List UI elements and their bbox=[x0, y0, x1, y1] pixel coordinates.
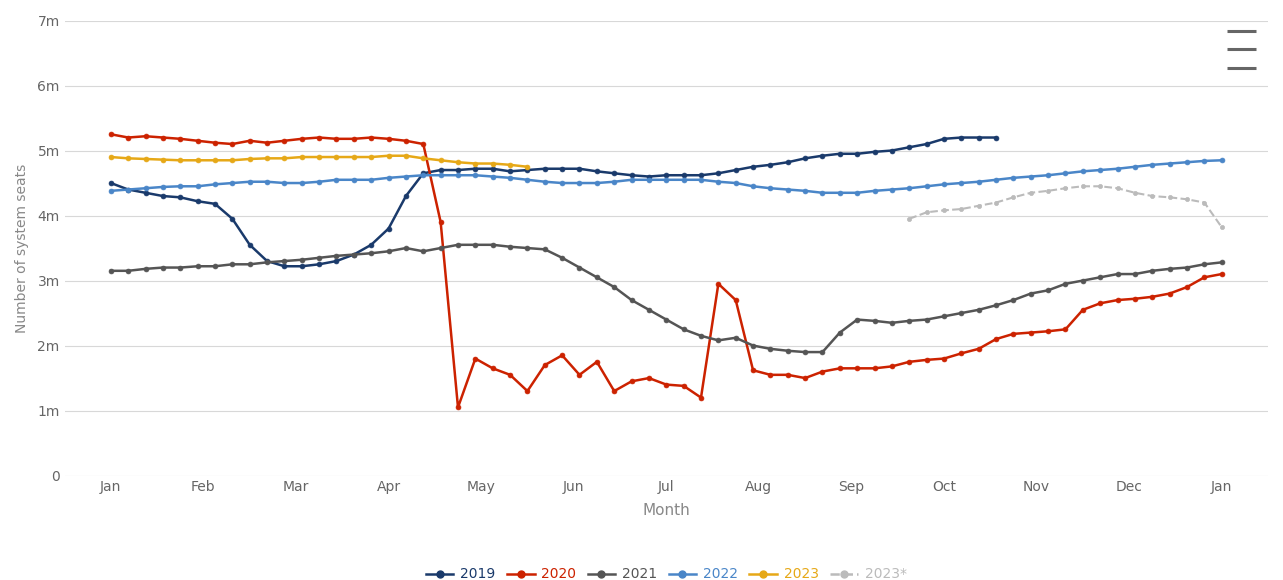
2023 bbox=[103, 154, 118, 161]
2022 bbox=[676, 176, 692, 183]
2021 bbox=[1179, 264, 1194, 271]
2022 bbox=[1179, 159, 1194, 166]
Legend: 2019, 2020, 2021, 2022, 2023, 2023*: 2019, 2020, 2021, 2022, 2023, 2023* bbox=[420, 562, 912, 580]
2022 bbox=[103, 187, 118, 194]
Line: 2023*: 2023* bbox=[907, 184, 1224, 229]
2023* bbox=[1214, 224, 1229, 231]
2022 bbox=[432, 172, 448, 179]
2020 bbox=[693, 394, 708, 401]
2020 bbox=[103, 131, 118, 138]
Line: 2022: 2022 bbox=[109, 158, 1224, 195]
2021 bbox=[589, 274, 604, 281]
2021 bbox=[432, 245, 448, 252]
Line: 2020: 2020 bbox=[109, 132, 1224, 409]
2020 bbox=[1214, 271, 1229, 278]
2023 bbox=[363, 154, 378, 161]
2020 bbox=[1075, 306, 1091, 313]
2019 bbox=[572, 165, 588, 172]
Line: 2019: 2019 bbox=[109, 135, 998, 269]
2020 bbox=[363, 134, 378, 141]
2023* bbox=[1057, 185, 1073, 192]
Line: 2023: 2023 bbox=[109, 153, 530, 169]
2019 bbox=[432, 166, 448, 173]
2021 bbox=[1214, 259, 1229, 266]
2022 bbox=[572, 180, 588, 187]
2022 bbox=[1075, 168, 1091, 175]
2019 bbox=[363, 241, 378, 248]
Y-axis label: Number of system seats: Number of system seats bbox=[15, 164, 30, 333]
2019 bbox=[676, 172, 692, 179]
2020 bbox=[450, 404, 466, 411]
2021 bbox=[693, 332, 708, 339]
2022 bbox=[363, 176, 378, 183]
2021 bbox=[798, 349, 813, 356]
2022 bbox=[1214, 157, 1229, 164]
2022 bbox=[815, 189, 830, 196]
2020 bbox=[1179, 284, 1194, 291]
2023 bbox=[432, 157, 448, 164]
2021 bbox=[363, 250, 378, 257]
2023* bbox=[1179, 196, 1194, 203]
2021 bbox=[103, 267, 118, 274]
2020 bbox=[432, 219, 448, 226]
2019 bbox=[103, 180, 118, 187]
2021 bbox=[450, 241, 466, 248]
2020 bbox=[589, 358, 604, 365]
2021 bbox=[1093, 274, 1109, 281]
X-axis label: Month: Month bbox=[643, 503, 690, 518]
Line: 2021: 2021 bbox=[109, 242, 1224, 354]
